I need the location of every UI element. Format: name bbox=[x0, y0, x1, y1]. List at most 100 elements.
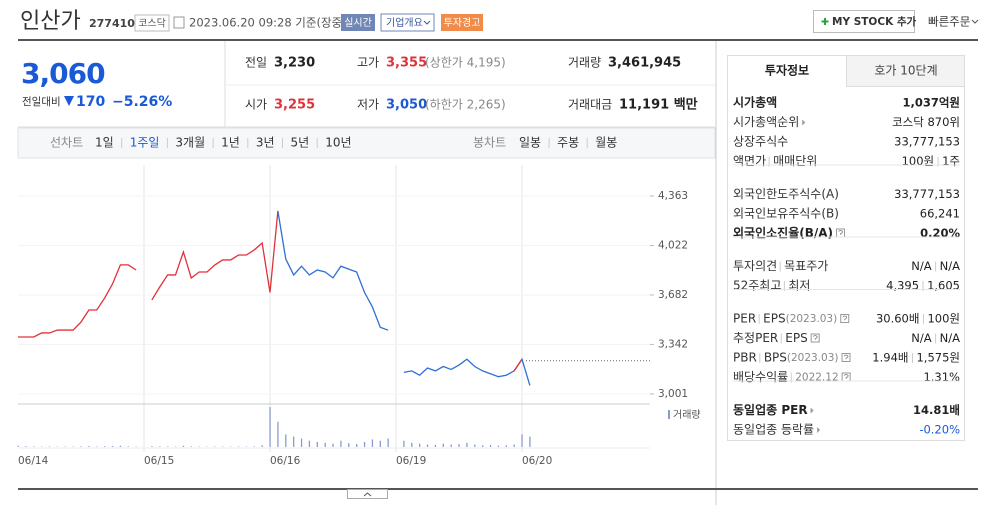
row-value: 33,777,153 bbox=[894, 187, 960, 201]
price-line bbox=[277, 210, 531, 386]
volume-bar bbox=[269, 407, 271, 447]
limit: (하한가 2,265) bbox=[425, 98, 506, 112]
row-value: N/A bbox=[940, 259, 960, 273]
value: 3,050 bbox=[386, 98, 427, 113]
row-value: N/A bbox=[911, 331, 931, 345]
help-icon[interactable] bbox=[810, 333, 820, 343]
mystock-button-text[interactable]: MY STOCK 추가 bbox=[832, 15, 917, 28]
value: 3,230 bbox=[274, 56, 315, 71]
volume-bar bbox=[285, 434, 287, 447]
row-label: BPS bbox=[764, 351, 787, 365]
market-badge bbox=[134, 14, 170, 32]
volume-bar bbox=[356, 444, 358, 447]
x-tick-label: 06/20 bbox=[522, 455, 552, 467]
label: 고가 bbox=[357, 56, 379, 70]
volume-bar bbox=[419, 443, 421, 447]
quick-order[interactable]: 빠른주문 bbox=[928, 15, 970, 29]
row-value: 1,575원 bbox=[916, 351, 960, 365]
change-amount: 170 bbox=[76, 94, 105, 110]
period-tab[interactable]: 월봉 bbox=[595, 136, 617, 150]
row-label: 시가총액순위 bbox=[733, 115, 799, 129]
period-tab[interactable]: 3개월 bbox=[175, 136, 205, 150]
price-line bbox=[18, 210, 523, 372]
dropdown-icon bbox=[971, 19, 979, 24]
market-badge-text: 코스닥 bbox=[138, 18, 166, 30]
row-label: 52주최고 bbox=[733, 279, 781, 293]
period-tab[interactable]: 3년 bbox=[256, 136, 275, 150]
row-value: 1.94배 bbox=[872, 351, 908, 365]
arrow-icon bbox=[810, 407, 814, 414]
row-value: N/A bbox=[911, 259, 931, 273]
period-tab[interactable]: 1년 bbox=[221, 136, 240, 150]
volume-bar bbox=[411, 442, 413, 447]
volume-bar bbox=[316, 441, 318, 447]
tab-group-label: 선차트 bbox=[50, 136, 83, 150]
volume-bar bbox=[127, 446, 129, 447]
company-button-text[interactable]: 기업개요 bbox=[386, 16, 423, 29]
row-label: PER bbox=[733, 312, 756, 326]
volume-bar bbox=[159, 446, 161, 447]
period-tab[interactable]: 10년 bbox=[325, 136, 351, 150]
realtime-button-text[interactable]: 실시간 bbox=[344, 17, 372, 29]
volume-bar bbox=[190, 446, 192, 447]
change-rate: −5.26% bbox=[112, 94, 172, 110]
volume-bar bbox=[261, 445, 263, 447]
row-value: 100원 bbox=[927, 312, 960, 326]
realtime-button[interactable] bbox=[341, 14, 375, 31]
volume-bar bbox=[434, 444, 437, 447]
chevron-icon bbox=[363, 492, 372, 497]
warning-badge-text: 투자경고 bbox=[444, 16, 481, 29]
row-label: 목표주가 bbox=[784, 259, 828, 273]
volume-bar bbox=[426, 444, 429, 447]
volume-bar bbox=[387, 438, 389, 447]
row-label: 최저 bbox=[788, 279, 810, 293]
volume-bar bbox=[348, 443, 350, 447]
volume-bar bbox=[237, 446, 240, 447]
mystock-button[interactable] bbox=[813, 10, 915, 33]
dropdown-icon bbox=[423, 20, 431, 25]
volume-bar bbox=[80, 446, 82, 447]
row-label: EPS bbox=[763, 312, 785, 326]
y-tick-label: 3,001 bbox=[658, 388, 688, 400]
row-label: 외국인한도주식수(A) bbox=[733, 187, 839, 201]
row-value: 1.31% bbox=[923, 370, 960, 384]
volume-bar bbox=[293, 436, 295, 447]
stock-name: 인산가 bbox=[20, 9, 81, 34]
tab-label[interactable]: 투자정보 bbox=[765, 63, 809, 78]
period-tab[interactable]: 5년 bbox=[291, 136, 310, 150]
volume-bar bbox=[214, 446, 216, 447]
y-tick-label: 4,363 bbox=[658, 190, 688, 202]
volume-bar bbox=[167, 446, 169, 447]
row-label: 배당수익률 bbox=[733, 370, 788, 384]
tab-label[interactable]: 호가 10단계 bbox=[874, 64, 937, 78]
period-tab[interactable]: 일봉 bbox=[519, 136, 541, 150]
help-icon[interactable] bbox=[841, 353, 851, 362]
change-label: 전일대비 bbox=[22, 95, 61, 108]
volume-bar bbox=[513, 444, 515, 447]
company-button[interactable] bbox=[380, 13, 435, 32]
volume-bar bbox=[403, 440, 405, 447]
period-tab[interactable]: 1주일 bbox=[130, 136, 160, 150]
help-icon[interactable] bbox=[840, 314, 850, 323]
row-label: 외국인소진율(B/A) bbox=[733, 225, 833, 240]
volume-bar bbox=[521, 434, 523, 447]
help-glyph bbox=[838, 230, 843, 235]
x-tick-label: 06/14 bbox=[18, 455, 49, 467]
volume-bar bbox=[48, 446, 51, 447]
period-tab[interactable]: 1일 bbox=[95, 136, 114, 150]
tab[interactable] bbox=[846, 55, 965, 87]
volume-bar bbox=[363, 441, 366, 447]
label: 시가 bbox=[245, 98, 267, 112]
help-glyph bbox=[843, 354, 849, 360]
row-value: N/A bbox=[940, 331, 960, 345]
tab-group-label: 봉차트 bbox=[473, 136, 506, 150]
period-tab[interactable]: 주봉 bbox=[557, 136, 579, 150]
volume-bar bbox=[505, 445, 507, 447]
row-value: 1주 bbox=[942, 154, 960, 168]
row-value: 0.20% bbox=[920, 226, 960, 240]
row-value: 4,395 bbox=[886, 279, 919, 293]
volume-bar bbox=[482, 445, 484, 447]
x-tick-label: 06/15 bbox=[144, 455, 174, 467]
collapse-button[interactable] bbox=[347, 489, 388, 499]
